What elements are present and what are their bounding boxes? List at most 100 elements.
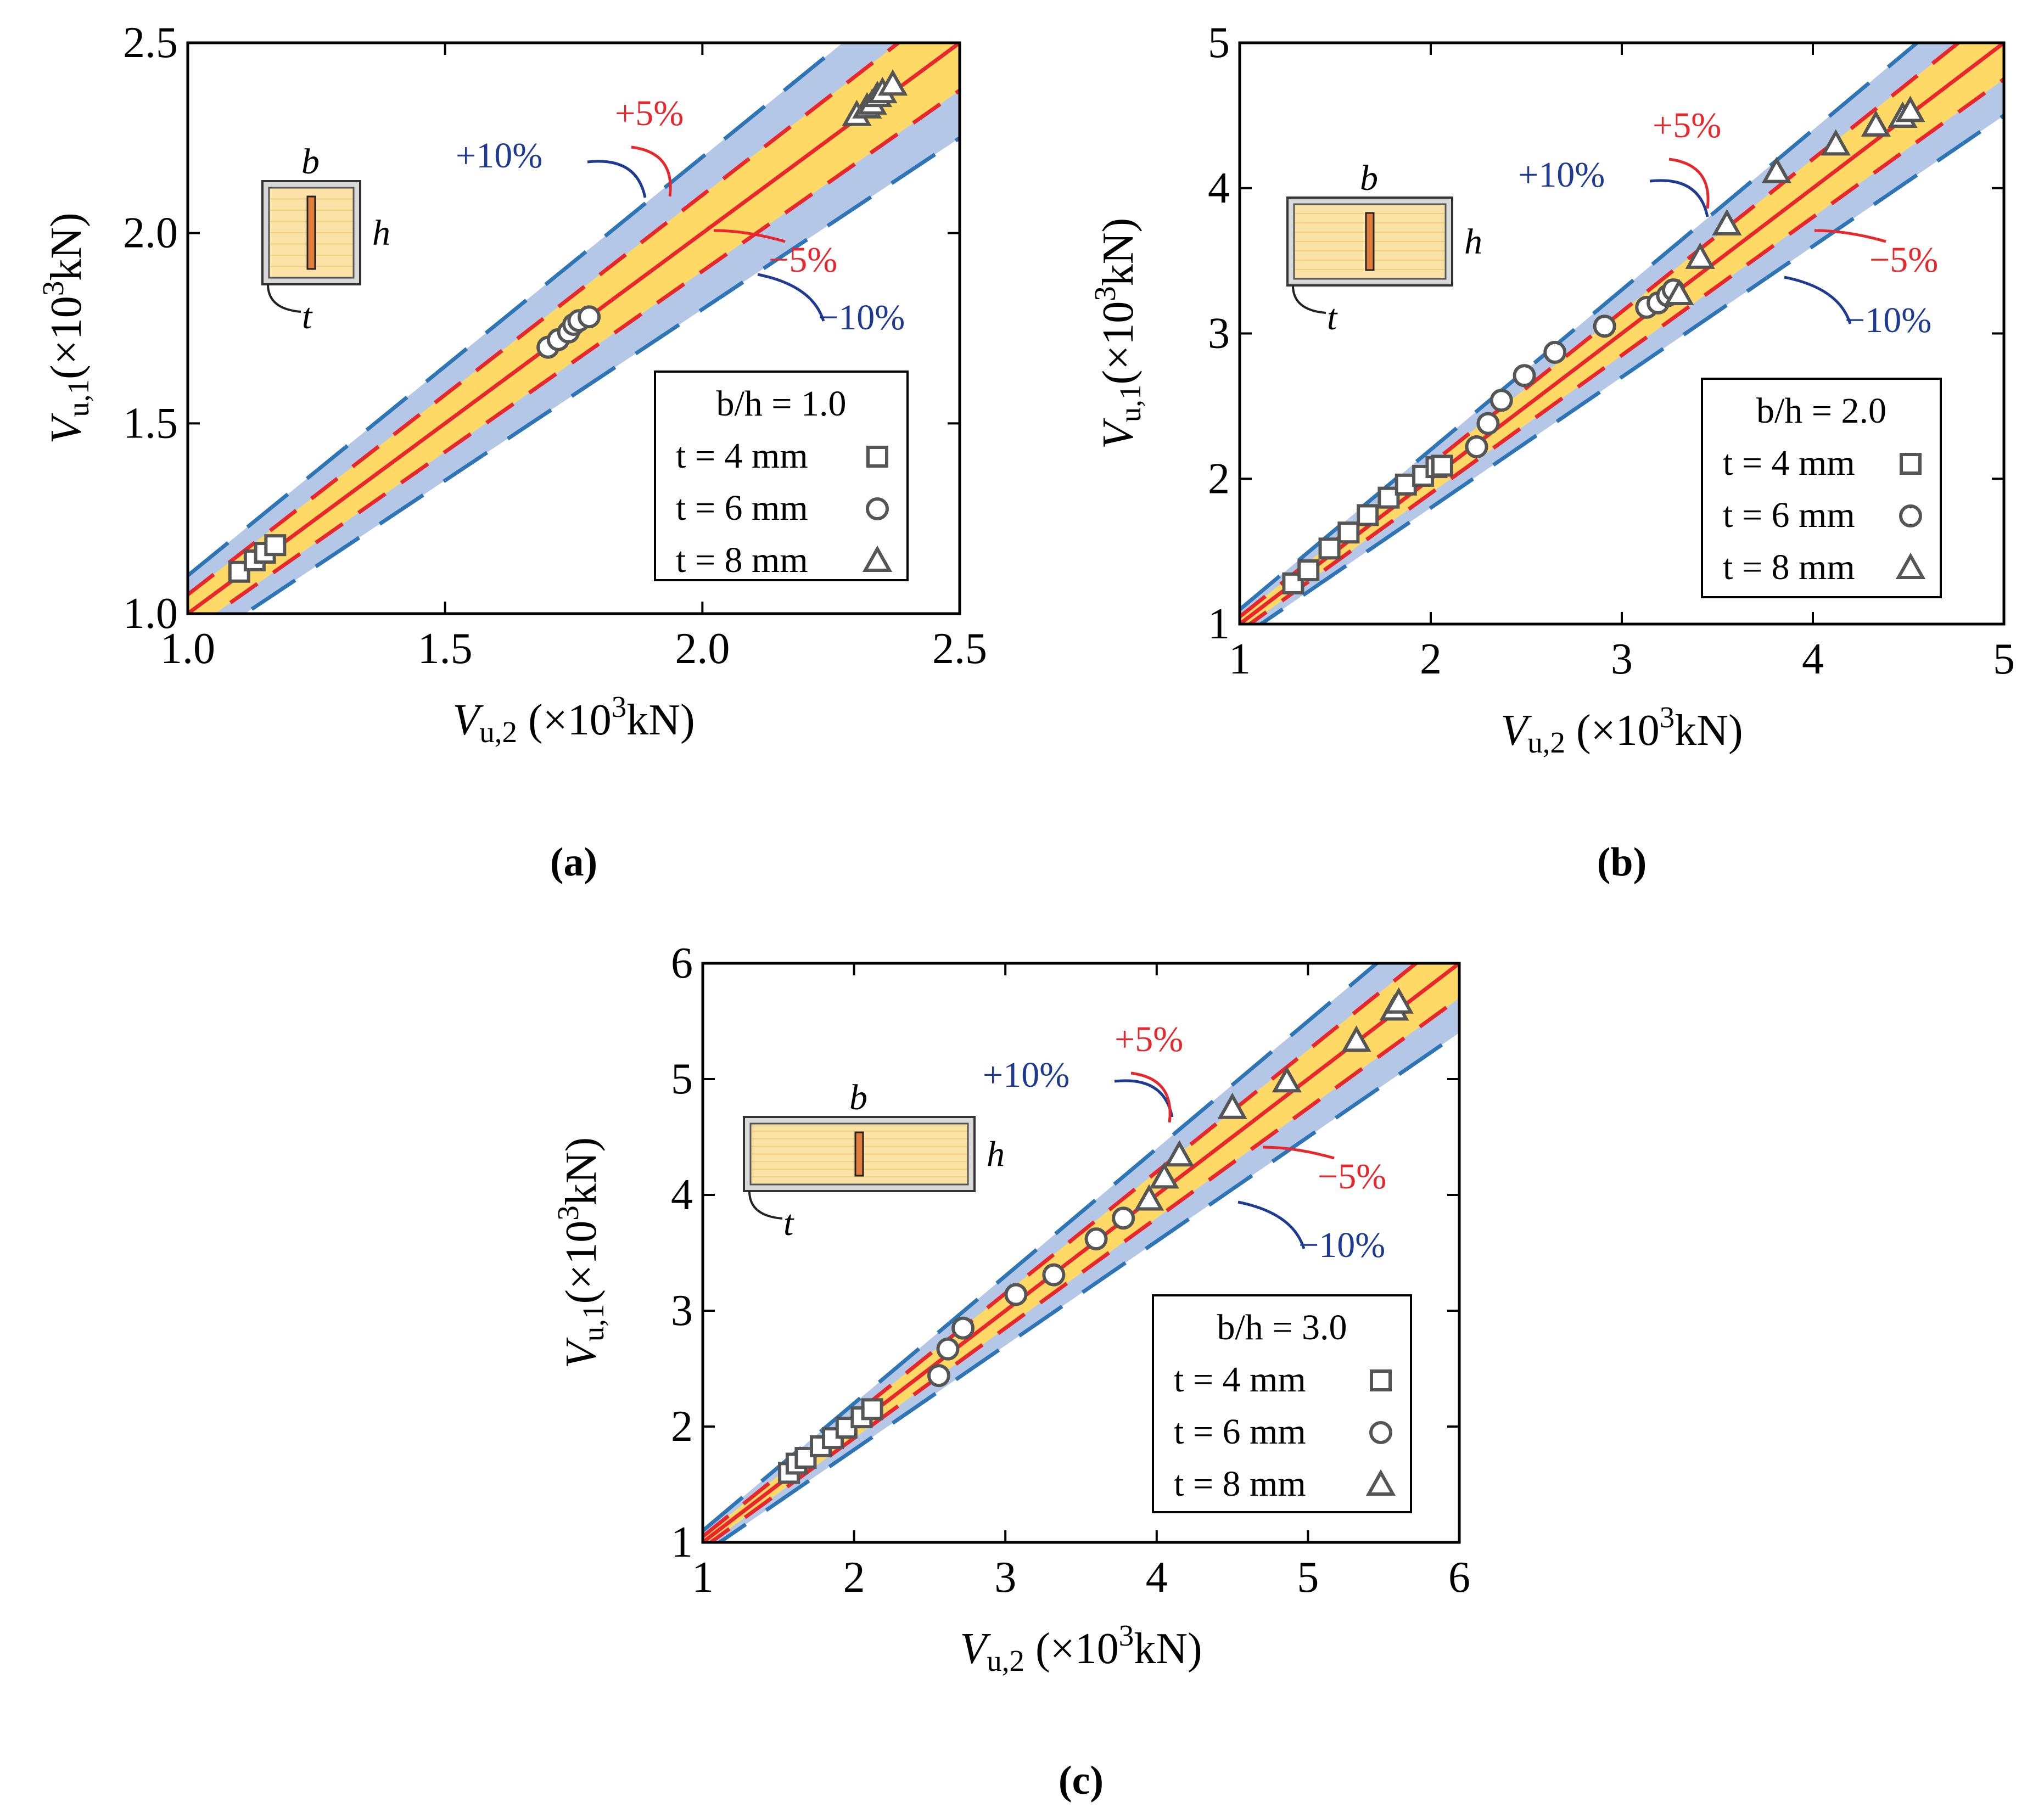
y-tick-label: 3: [1208, 310, 1230, 358]
y-tick-label: 1: [671, 1518, 693, 1567]
inset-label-h: h: [987, 1135, 1005, 1175]
inset-leader-t: [267, 284, 301, 313]
label-minus-10: −10%: [818, 297, 905, 338]
inset-label-h: h: [1464, 222, 1482, 262]
data-point-square: [1297, 559, 1320, 582]
y-axis-unit-end: kN): [557, 1137, 606, 1205]
legend-title: b/h = 2.0: [1756, 391, 1886, 431]
legend-entry-label: t = 8 mm: [1723, 547, 1855, 587]
y-axis-unit: (×10: [557, 1221, 606, 1304]
legend-marker-circle: [1369, 1421, 1392, 1444]
legend-entry-label: t = 6 mm: [1174, 1412, 1306, 1452]
inset-label-t: t: [302, 296, 313, 336]
inset-leader-t: [748, 1191, 783, 1220]
y-axis-sub: u,1: [61, 379, 95, 417]
y-axis-var: V: [557, 1337, 606, 1368]
label-plus-10: +10%: [456, 136, 542, 176]
data-point-triangle: [1149, 1162, 1179, 1189]
x-axis-label: Vu,2 (×103kN): [452, 690, 695, 749]
legend-marker-square: [1370, 1369, 1392, 1391]
x-axis-exp: 3: [612, 690, 627, 723]
y-axis-unit-end: kN): [1094, 218, 1143, 286]
x-axis-unit: (×10: [1024, 1625, 1119, 1673]
x-tick-label: 2.5: [932, 625, 987, 673]
panel-caption: (a): [550, 840, 597, 885]
data-point-square: [1318, 537, 1341, 560]
x-tick-label: 5: [1993, 635, 2015, 683]
x-tick-label: 3: [1611, 635, 1633, 683]
x-axis-exp: 3: [1660, 700, 1675, 734]
inset-label-b: b: [301, 142, 320, 182]
x-tick-label: 1: [692, 1553, 714, 1602]
legend-title: b/h = 3.0: [1217, 1307, 1347, 1348]
x-tick-label: 2: [1420, 635, 1442, 683]
inset-label-h: h: [372, 213, 390, 253]
rectangular-section-with-plate-icon: b h t: [261, 142, 390, 336]
x-axis-sub: u,2: [479, 715, 517, 749]
label-minus-5: −5%: [769, 240, 837, 280]
label-minus-10: −10%: [1845, 300, 1931, 340]
leader-plus-10: [1649, 179, 1709, 217]
x-axis-unit: (×10: [1565, 706, 1660, 755]
line-equality: [1240, 43, 2004, 624]
data-point-circle: [1465, 435, 1488, 459]
y-axis-label: Vu,1(×103kN): [1088, 218, 1147, 449]
label-minus-5: −5%: [1318, 1156, 1386, 1197]
label-minus-5: −5%: [1869, 240, 1938, 280]
x-tick-label: 1: [1229, 635, 1251, 683]
y-axis-unit: (×10: [42, 296, 91, 379]
x-tick-label: 4: [1146, 1553, 1168, 1602]
data-point-square: [794, 1446, 817, 1469]
legend-marker-circle: [866, 497, 889, 520]
y-axis-unit-end: kN): [42, 212, 91, 280]
legend-marker-triangle: [862, 545, 893, 572]
legend-marker-circle: [1899, 504, 1922, 527]
label-minus-10: −10%: [1298, 1225, 1385, 1265]
y-tick-label: 6: [671, 939, 693, 987]
legend-entry-label: t = 6 mm: [676, 488, 808, 528]
line-minus-5: [1246, 77, 2004, 624]
data-point-triangle: [1164, 1140, 1195, 1167]
data-point-circle: [936, 1337, 960, 1361]
legend-entry-label: t = 8 mm: [1174, 1464, 1306, 1504]
x-tick-label: 1.5: [418, 625, 473, 673]
y-axis-label: Vu,1(×103kN): [551, 1137, 610, 1368]
data-point-triangle: [1895, 96, 1925, 122]
data-point-circle: [1042, 1263, 1066, 1287]
inset-leader-t: [1292, 285, 1326, 314]
x-axis-var: V: [1500, 706, 1532, 755]
y-axis-sub: u,1: [576, 1304, 610, 1342]
leader-minus-10: [1237, 1200, 1306, 1249]
data-point-triangle: [1341, 1025, 1371, 1052]
line-plus-10: [1240, 43, 1920, 611]
data-point-circle: [1084, 1227, 1108, 1251]
legend-entry-label: t = 8 mm: [676, 540, 808, 580]
x-tick-label: 1.0: [160, 625, 215, 673]
y-tick-label: 5: [1208, 19, 1230, 67]
x-axis-unit-end: kN): [626, 696, 695, 744]
legend-marker-square: [1900, 453, 1922, 475]
y-axis-exp: 3: [551, 1205, 585, 1221]
data-point-triangle: [1861, 110, 1891, 137]
legend-entry-label: t = 4 mm: [1174, 1360, 1306, 1400]
data-point-triangle: [1664, 278, 1694, 306]
y-axis-exp: 3: [1088, 286, 1122, 301]
x-tick-label: 5: [1297, 1553, 1319, 1602]
legend-entry-label: t = 6 mm: [1723, 495, 1855, 535]
y-tick-label: 2: [671, 1402, 693, 1451]
y-tick-label: 4: [1208, 164, 1230, 212]
leader-minus-5: [713, 229, 786, 243]
data-point-triangle: [1384, 987, 1414, 1014]
y-tick-label: 2.0: [123, 209, 178, 257]
data-point-circle: [1004, 1283, 1028, 1306]
leader-minus-10: [757, 273, 825, 322]
data-point-triangle: [1712, 209, 1742, 235]
line-minus-10: [1257, 114, 2004, 624]
plot-area: [703, 963, 1459, 1542]
y-axis-sub: u,1: [1113, 385, 1147, 423]
inset-plate: [1365, 212, 1375, 271]
data-point-circle: [1112, 1206, 1135, 1230]
legend-box: [654, 370, 909, 581]
leader-plus-5: [1668, 158, 1710, 209]
